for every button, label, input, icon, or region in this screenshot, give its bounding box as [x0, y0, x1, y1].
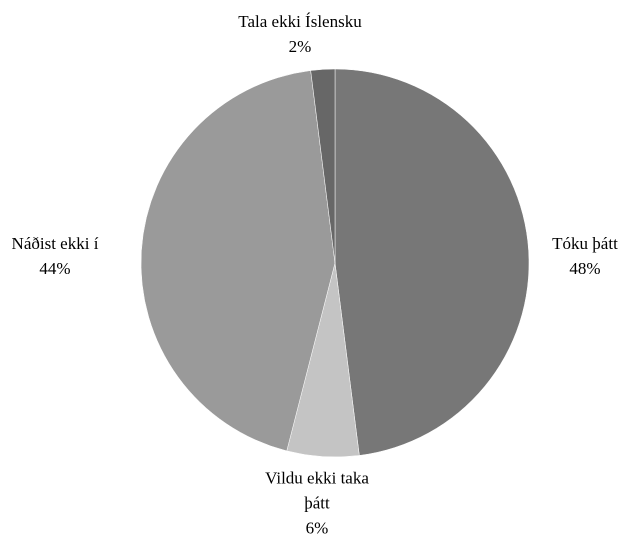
value-label: 6%	[305, 518, 329, 538]
category-label: Tala ekki Íslensku	[238, 12, 362, 31]
category-label: Tóku þátt	[552, 234, 618, 253]
slice-label: Náðist ekki í 44%	[0, 231, 115, 281]
category-label: Vildu ekki taka þátt	[265, 468, 369, 513]
slice-label: Tóku þátt 48%	[525, 231, 633, 281]
pie-slice	[140, 70, 336, 452]
value-label: 44%	[39, 259, 71, 278]
value-label: 2%	[288, 37, 312, 56]
category-label: Náðist ekki í	[11, 234, 99, 253]
slice-label: Tala ekki Íslensku 2%	[200, 9, 400, 59]
value-label: 48%	[569, 259, 601, 278]
pie-slice	[310, 68, 336, 264]
pie-slice	[334, 68, 530, 456]
slice-label: Vildu ekki taka þátt 6%	[252, 466, 382, 541]
